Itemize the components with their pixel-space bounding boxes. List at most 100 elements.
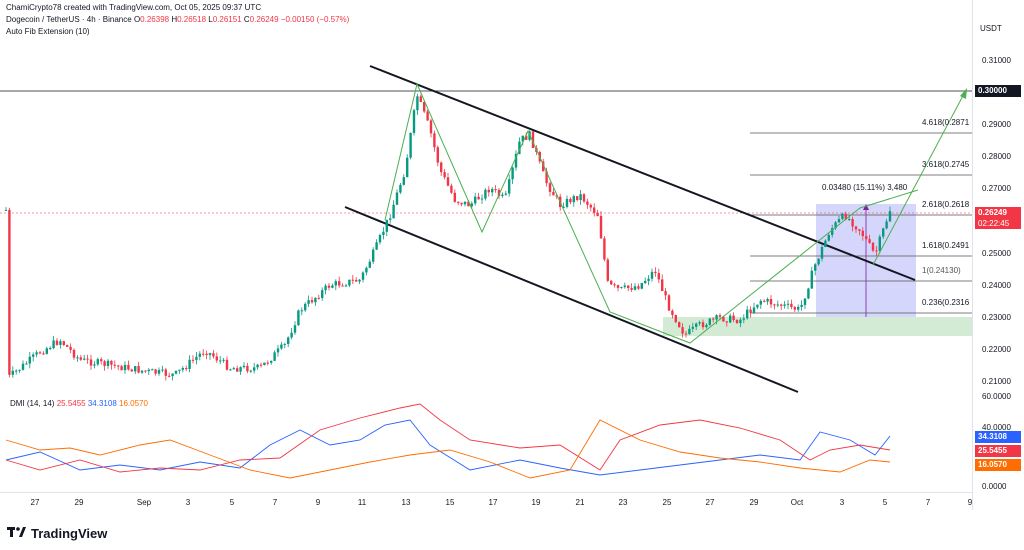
measure-label: 0.03480 (15.11%) 3,480: [820, 183, 910, 192]
candle-body: [83, 358, 86, 360]
candle-body: [511, 167, 514, 180]
candle-body: [140, 370, 144, 373]
candle-body: [344, 285, 348, 287]
candle-body: [253, 367, 256, 371]
time-tick: 23: [618, 498, 628, 507]
candle-body: [844, 213, 847, 220]
candle-body: [586, 201, 589, 205]
candle-body: [62, 341, 65, 346]
candle-body: [613, 284, 616, 286]
candle-body: [321, 290, 324, 299]
last-price-badge: 0.26249 02:22:45: [975, 207, 1021, 229]
candle-body: [406, 157, 409, 178]
price-chart[interactable]: [0, 0, 972, 492]
tradingview-logo[interactable]: TradingView: [7, 526, 107, 541]
time-tick: 25: [662, 498, 672, 507]
candle-body: [667, 295, 671, 311]
candle-body: [701, 322, 705, 328]
candle-body: [222, 359, 225, 361]
candle-body: [542, 161, 545, 172]
currency-label[interactable]: USDT: [980, 24, 1002, 33]
time-tick: 5: [882, 498, 888, 507]
bar-countdown: 02:22:45: [978, 219, 1010, 228]
candle-body: [242, 365, 246, 368]
candle-body: [236, 368, 239, 372]
candle-body: [93, 364, 96, 366]
fib-label-2618: 2.618(0.2618: [922, 200, 970, 209]
channel-upper-line[interactable]: [369, 65, 916, 281]
candle-body: [137, 366, 140, 373]
candle-body: [878, 236, 881, 251]
dmi-tick: 0.0000: [982, 482, 1007, 491]
candle-body: [562, 206, 565, 208]
candle-body: [198, 353, 201, 357]
candle-body: [287, 337, 290, 344]
candle-body: [599, 216, 603, 239]
candle-body: [851, 219, 854, 227]
candle-body: [117, 365, 120, 367]
candle-body: [191, 359, 195, 361]
candle-body: [616, 285, 620, 288]
candle-body: [854, 226, 858, 230]
candle-body: [627, 285, 630, 289]
candle-body: [25, 363, 28, 365]
fib-label-3618: 3.618(0.2745: [922, 160, 970, 169]
candle-body: [868, 239, 871, 243]
candle-body: [113, 364, 116, 366]
candle-body: [569, 198, 572, 203]
candle-body: [457, 201, 460, 203]
candle-body: [28, 356, 31, 364]
candle-body: [698, 322, 701, 324]
candle-body: [426, 111, 429, 121]
candle-body: [865, 236, 868, 240]
candlestick-series: [4, 93, 892, 381]
indicator-label[interactable]: Auto Fib Extension (10): [6, 27, 90, 36]
channel-lower-line[interactable]: [344, 206, 799, 393]
symbol-info[interactable]: Dogecoin / TetherUS · 4h · Binance O0.26…: [6, 15, 349, 25]
candle-body: [246, 365, 249, 372]
candle-body: [365, 267, 368, 273]
time-tick: 7: [925, 498, 931, 507]
candle-body: [858, 229, 861, 231]
candle-body: [657, 273, 660, 280]
candle-body: [300, 310, 303, 312]
candle-body: [630, 288, 633, 290]
dmi-title: DMI (14, 14): [10, 399, 55, 408]
candle-body: [552, 191, 555, 196]
measure-arrow-head: [863, 204, 869, 210]
candle-body: [276, 348, 280, 353]
candle-body: [742, 318, 745, 320]
candle-body: [32, 354, 35, 357]
candle-body: [215, 356, 218, 361]
candle-body: [89, 359, 93, 366]
dmi-legend[interactable]: DMI (14, 14) 25.5455 34.3108 16.0570: [10, 399, 148, 408]
candle-body: [368, 261, 371, 268]
candle-body: [871, 242, 875, 251]
candle-body: [888, 211, 892, 222]
candle-body: [324, 285, 327, 291]
candle-body: [797, 306, 800, 310]
candle-body: [705, 324, 708, 328]
time-tick: Oct: [790, 498, 804, 507]
time-tick: 11: [357, 498, 367, 507]
fib-label-1618: 1.618(0.2491: [922, 241, 970, 250]
candle-body: [144, 370, 147, 372]
candle-body: [491, 189, 494, 193]
candle-body: [423, 101, 426, 112]
candle-body: [861, 230, 864, 237]
candle-body: [283, 343, 286, 345]
candle-body: [409, 132, 412, 158]
high-label: H: [171, 15, 178, 24]
candle-body: [436, 147, 439, 163]
open-label: O: [133, 15, 141, 24]
candle-body: [55, 340, 59, 345]
time-tick: 29: [749, 498, 759, 507]
candle-body: [225, 359, 229, 370]
candle-body: [885, 221, 888, 229]
brand-name: TradingView: [31, 526, 108, 541]
candle-body: [756, 304, 759, 308]
candle-body: [593, 207, 596, 213]
candle-body: [212, 353, 215, 357]
symbol-name[interactable]: Dogecoin / TetherUS · 4h · Binance: [6, 15, 132, 24]
candle-body: [239, 367, 242, 372]
